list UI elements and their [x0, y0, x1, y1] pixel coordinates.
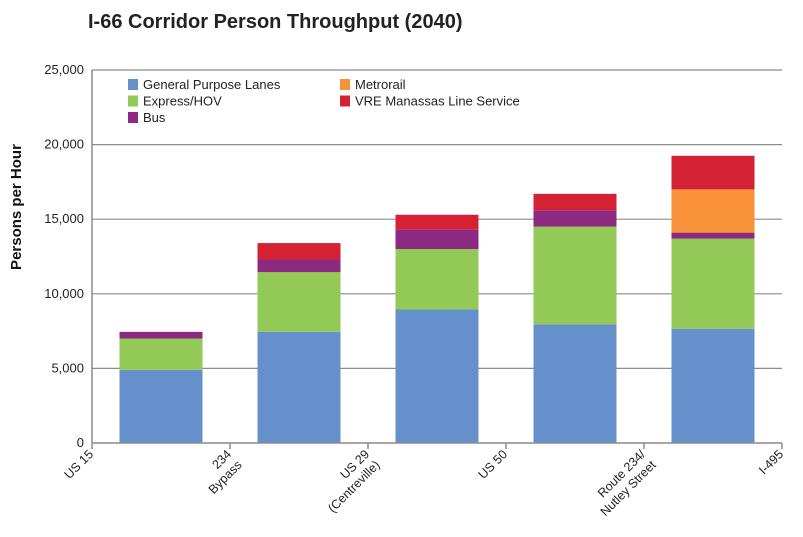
x-tick-label: US 29(Centreville): [315, 447, 383, 515]
legend-swatch: [128, 112, 138, 123]
legend-label: Bus: [143, 110, 166, 125]
y-tick-label: 10,000: [44, 286, 84, 301]
bar-segment: [257, 243, 341, 260]
y-tick-label: 0: [77, 435, 84, 450]
chart-title: I-66 Corridor Person Throughput (2040): [88, 11, 462, 33]
y-tick-label: 5,000: [51, 360, 84, 375]
legend-label: General Purpose Lanes: [143, 77, 281, 92]
x-tick-label: 234Bypass: [195, 447, 245, 497]
x-tick-label: Route 234/Nutley Street: [587, 447, 659, 519]
bar-segment: [671, 155, 755, 190]
legend-swatch: [128, 79, 138, 90]
y-tick-label: 25,000: [44, 62, 84, 77]
bar-segment: [119, 369, 203, 443]
legend-swatch: [340, 79, 350, 90]
bar-segment: [671, 232, 755, 239]
bar-segment: [533, 210, 617, 227]
bar-segment: [395, 249, 479, 310]
bar-segment: [257, 259, 341, 273]
plot-area: [92, 69, 782, 443]
bar-segment: [533, 226, 617, 325]
bar-segment: [671, 328, 755, 443]
y-tick-label: 20,000: [44, 137, 84, 152]
bar-segment: [119, 338, 203, 370]
legend: General Purpose Lanes Metrorail Express/HO…: [128, 77, 520, 125]
y-axis-label: Persons per Hour: [8, 144, 25, 270]
y-tick-label: 15,000: [44, 211, 84, 226]
bar-segment: [395, 214, 479, 230]
bar-segment: [257, 331, 341, 443]
bar-segment: [533, 193, 617, 211]
bar-segment: [671, 238, 755, 329]
x-tick-label: I-495: [756, 447, 786, 477]
legend-swatch: [340, 95, 350, 107]
legend-label: Metrorail: [355, 77, 406, 92]
legend-swatch: [128, 95, 138, 107]
x-axis: US 15 234Bypass US 29(Centreville) US 50 Rou…: [62, 442, 786, 519]
bar-segment: [671, 189, 755, 233]
bar-segment: [257, 272, 341, 332]
x-tick-label: US 15: [62, 447, 96, 481]
x-tick-label: US 50: [476, 447, 510, 481]
bar-segment: [533, 324, 617, 443]
legend-label: Express/HOV: [143, 94, 222, 109]
y-axis: 0 5,000 10,000 15,000 20,000 25,000: [44, 62, 93, 450]
bar-segment: [395, 229, 479, 250]
bar-segment: [395, 309, 479, 443]
legend-label: VRE Manassas Line Service: [355, 94, 520, 109]
bar-segment: [119, 331, 203, 339]
